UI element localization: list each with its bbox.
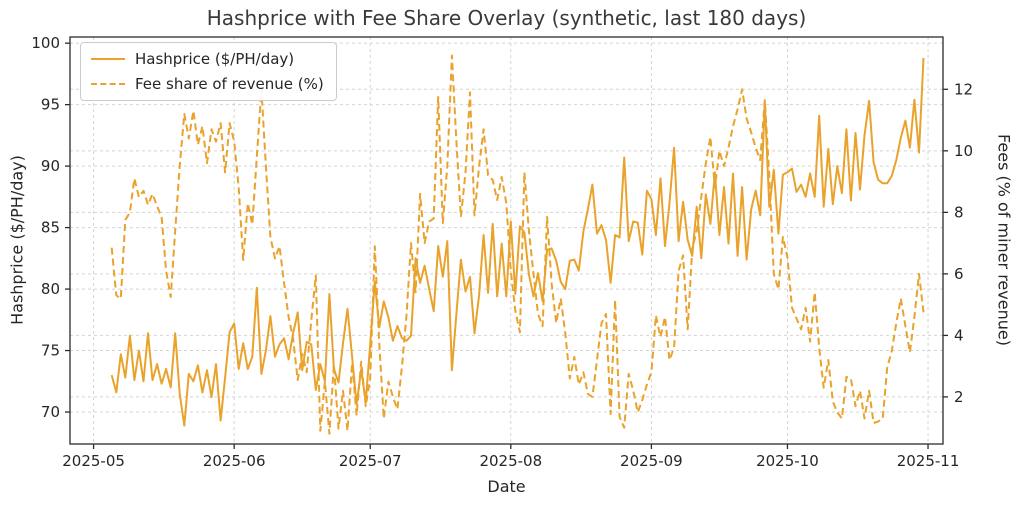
y-left-tick-label: 90 xyxy=(41,157,60,175)
y-left-tick-label: 100 xyxy=(31,34,60,52)
y-left-tick-label: 70 xyxy=(41,403,60,421)
y-right-tick-label: 4 xyxy=(954,326,964,344)
x-tick-label: 2025-08 xyxy=(479,452,542,470)
y-right-tick-label: 10 xyxy=(954,142,973,160)
y-left-tick-label: 85 xyxy=(41,219,60,237)
legend: Hashprice ($/PH/day) Fee share of revenu… xyxy=(80,42,337,101)
y-right-tick-label: 2 xyxy=(954,388,964,406)
y-left-tick-label: 95 xyxy=(41,96,60,114)
legend-entry-fee-share: Fee share of revenue (%) xyxy=(91,75,324,93)
fee-share-line-swatch xyxy=(91,83,125,85)
legend-entry-hashprice: Hashprice ($/PH/day) xyxy=(91,50,324,68)
x-tick-label: 2025-05 xyxy=(62,452,125,470)
plot-spines xyxy=(69,36,944,445)
x-tick-label: 2025-10 xyxy=(756,452,819,470)
chart-title: Hashprice with Fee Share Overlay (synthe… xyxy=(206,6,807,30)
y-left-tick-label: 75 xyxy=(41,342,60,360)
x-tick-label: 2025-09 xyxy=(620,452,683,470)
y-right-tick-label: 12 xyxy=(954,80,973,98)
legend-label-fee-share: Fee share of revenue (%) xyxy=(135,75,324,93)
x-tick-label: 2025-07 xyxy=(339,452,402,470)
y-right-tick-label: 6 xyxy=(954,265,964,283)
x-axis-label: Date xyxy=(487,477,526,496)
hashprice-line xyxy=(110,57,925,427)
y-left-tick-label: 80 xyxy=(41,280,60,298)
legend-label-hashprice: Hashprice ($/PH/day) xyxy=(135,50,295,68)
y-right-tick-label: 8 xyxy=(954,203,964,221)
fee-share-line xyxy=(110,54,925,435)
hashprice-line-swatch xyxy=(91,58,125,60)
y-axis-label-right: Fees (% of miner revenue) xyxy=(994,134,1014,346)
y-axis-label-left: Hashprice ($/PH/day) xyxy=(7,155,27,325)
x-tick-label: 2025-11 xyxy=(897,452,960,470)
x-tick-label: 2025-06 xyxy=(203,452,266,470)
